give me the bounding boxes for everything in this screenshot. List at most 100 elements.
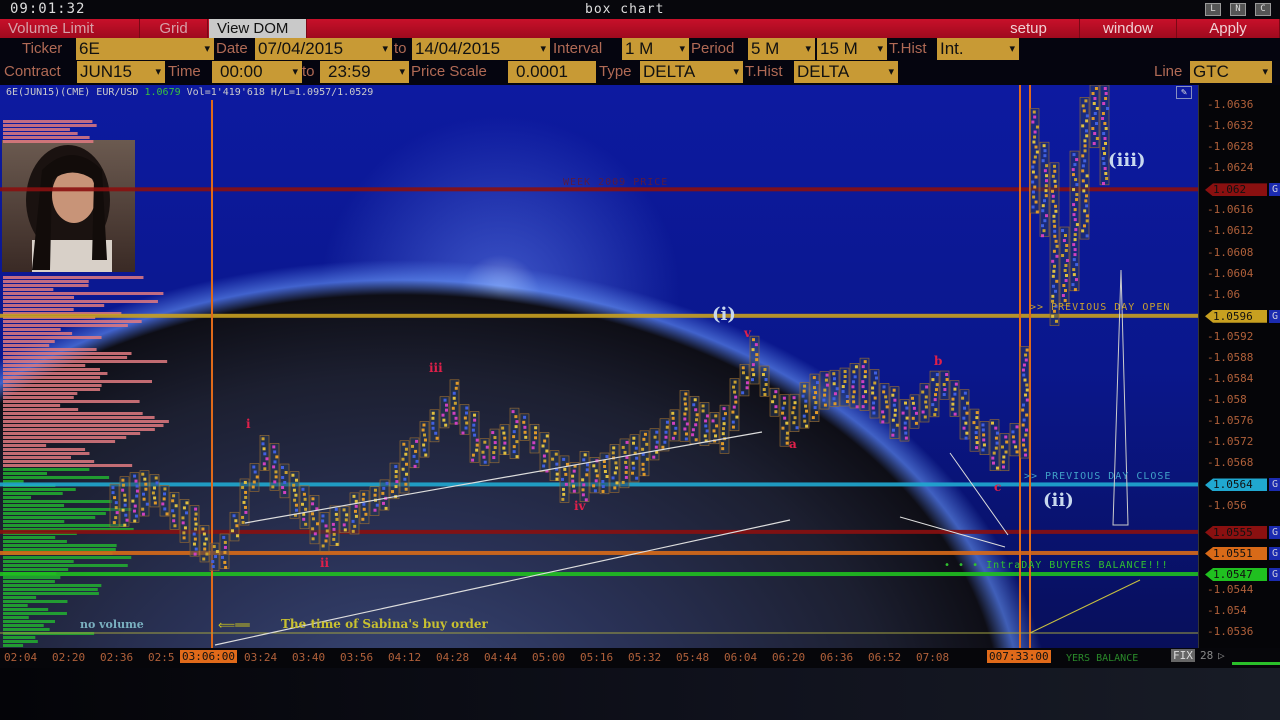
menu-volume-limit[interactable]: Volume Limit <box>0 19 140 38</box>
time-highlight-buy: 03:06:00 <box>180 650 237 663</box>
volume-cell <box>492 451 496 455</box>
volume-cell <box>1073 218 1077 222</box>
clock: 09:01:32 <box>10 1 86 17</box>
volume-cell <box>315 507 319 511</box>
level-g-button[interactable]: G <box>1269 525 1280 539</box>
volume-cell <box>943 388 947 392</box>
date-to-select[interactable]: 14/04/2015 ▾ <box>412 38 550 60</box>
price-level-label[interactable]: 1.0596 <box>1205 309 1267 323</box>
volume-cell <box>1082 189 1086 193</box>
button-n[interactable]: N <box>1230 3 1246 16</box>
volume-cell <box>1081 164 1085 168</box>
scrollbar-green[interactable] <box>1232 662 1280 665</box>
volume-cell <box>512 435 516 439</box>
volume-cell <box>294 478 298 482</box>
volume-profile-bar <box>3 364 86 367</box>
volume-cell <box>635 476 639 480</box>
volume-cell <box>373 493 377 497</box>
volume-cell <box>503 436 507 440</box>
ticker-select[interactable]: 6E ▾ <box>76 38 214 60</box>
price-axis[interactable]: -1.0636 -1.0632 -1.0628 -1.0624 -1.0616 -1.06… <box>1198 85 1280 648</box>
level-g-button[interactable]: G <box>1269 309 1280 323</box>
volume-cell <box>824 378 828 382</box>
volume-profile-bar <box>3 360 168 363</box>
volume-cell <box>1063 299 1067 303</box>
price-box <box>299 485 310 530</box>
volume-cell <box>181 516 185 520</box>
price-box <box>1039 141 1050 237</box>
volume-cell <box>891 418 895 422</box>
thist-select[interactable]: Int. ▾ <box>937 38 1019 60</box>
fix-button[interactable]: FIX <box>1171 649 1195 662</box>
volume-profile-bar <box>3 536 56 539</box>
date-from-select[interactable]: 07/04/2015 ▾ <box>255 38 392 60</box>
menu-view-dom[interactable]: View DOM <box>209 19 307 38</box>
chart-area[interactable] <box>0 85 1198 648</box>
volume-cell <box>822 398 826 402</box>
volume-cell <box>1035 210 1039 214</box>
level-g-button[interactable]: G <box>1269 183 1280 197</box>
price-level-label[interactable]: 1.0555 <box>1205 525 1267 539</box>
volume-cell <box>135 494 139 498</box>
thist2-select[interactable]: DELTA ▾ <box>794 61 898 83</box>
volume-cell <box>471 458 475 462</box>
time-to-select[interactable]: 23:59 ▾ <box>320 61 409 83</box>
price-level-label[interactable]: 1.0551 <box>1205 546 1267 560</box>
price-box <box>889 386 900 439</box>
volume-profile-bar <box>3 436 127 439</box>
volume-cell <box>1064 264 1068 268</box>
volume-cell <box>1064 289 1068 293</box>
volume-cell <box>884 395 888 399</box>
menu-grid[interactable]: Grid <box>140 19 208 38</box>
volume-profile-bar <box>3 140 94 143</box>
period2-select[interactable]: 15 M ▾ <box>817 38 887 60</box>
price-box <box>249 463 260 492</box>
volume-cell <box>881 420 885 424</box>
volume-cell <box>302 517 306 521</box>
button-l[interactable]: L <box>1205 3 1221 16</box>
volume-cell <box>991 456 995 460</box>
scroll-right-icon[interactable]: ▷ <box>1218 649 1225 662</box>
price-box <box>789 393 800 432</box>
volume-cell <box>685 422 689 426</box>
volume-cell <box>962 416 966 420</box>
volume-cell <box>182 531 186 535</box>
time-axis[interactable]: 07:08 06:52 06:36 06:20 06:04 05:48 05:32 05:16… <box>0 648 1280 668</box>
price-level-label[interactable]: 1.0547 <box>1205 568 1267 582</box>
volume-cell <box>843 370 847 374</box>
button-c[interactable]: C <box>1255 3 1271 16</box>
volume-cell <box>781 406 785 410</box>
contract-select[interactable]: JUN15 ▾ <box>77 61 165 83</box>
volume-cell <box>975 416 979 420</box>
volume-cell <box>203 542 207 546</box>
menu-setup[interactable]: setup <box>978 19 1080 38</box>
time-from-select[interactable]: 00:00 ▾ <box>212 61 302 83</box>
wave-label-ii: (ii) <box>1043 490 1074 511</box>
level-g-button[interactable]: G <box>1269 568 1280 582</box>
level-g-button[interactable]: G <box>1269 546 1280 560</box>
interval-select[interactable]: 1 M ▾ <box>622 38 689 60</box>
contract-value: JUN15 <box>80 62 132 81</box>
trendline <box>899 516 1006 548</box>
volume-cell <box>782 396 786 400</box>
volume-cell <box>354 504 358 508</box>
volume-profile-bar <box>3 292 164 295</box>
level-g-button[interactable]: G <box>1269 478 1280 492</box>
pencil-icon[interactable]: ✎ <box>1176 86 1192 99</box>
volume-cell <box>873 396 877 400</box>
volume-cell <box>992 451 996 455</box>
volume-cell <box>1053 224 1057 228</box>
price-scale-input[interactable]: 0.0001 <box>508 61 596 83</box>
type-select[interactable]: DELTA ▾ <box>640 61 743 83</box>
menu-window[interactable]: window <box>1080 19 1177 38</box>
volume-cell <box>995 431 999 435</box>
volume-cell <box>201 527 205 531</box>
volume-profile-bar <box>3 512 106 515</box>
volume-cell <box>854 365 858 369</box>
line-select[interactable]: GTC ▾ <box>1190 61 1272 83</box>
price-level-label[interactable]: 1.0564 <box>1205 478 1267 492</box>
volume-cell <box>555 462 559 466</box>
apply-button[interactable]: Apply <box>1177 19 1280 38</box>
price-level-label[interactable]: 1.062 <box>1205 183 1267 197</box>
period1-select[interactable]: 5 M ▾ <box>748 38 815 60</box>
